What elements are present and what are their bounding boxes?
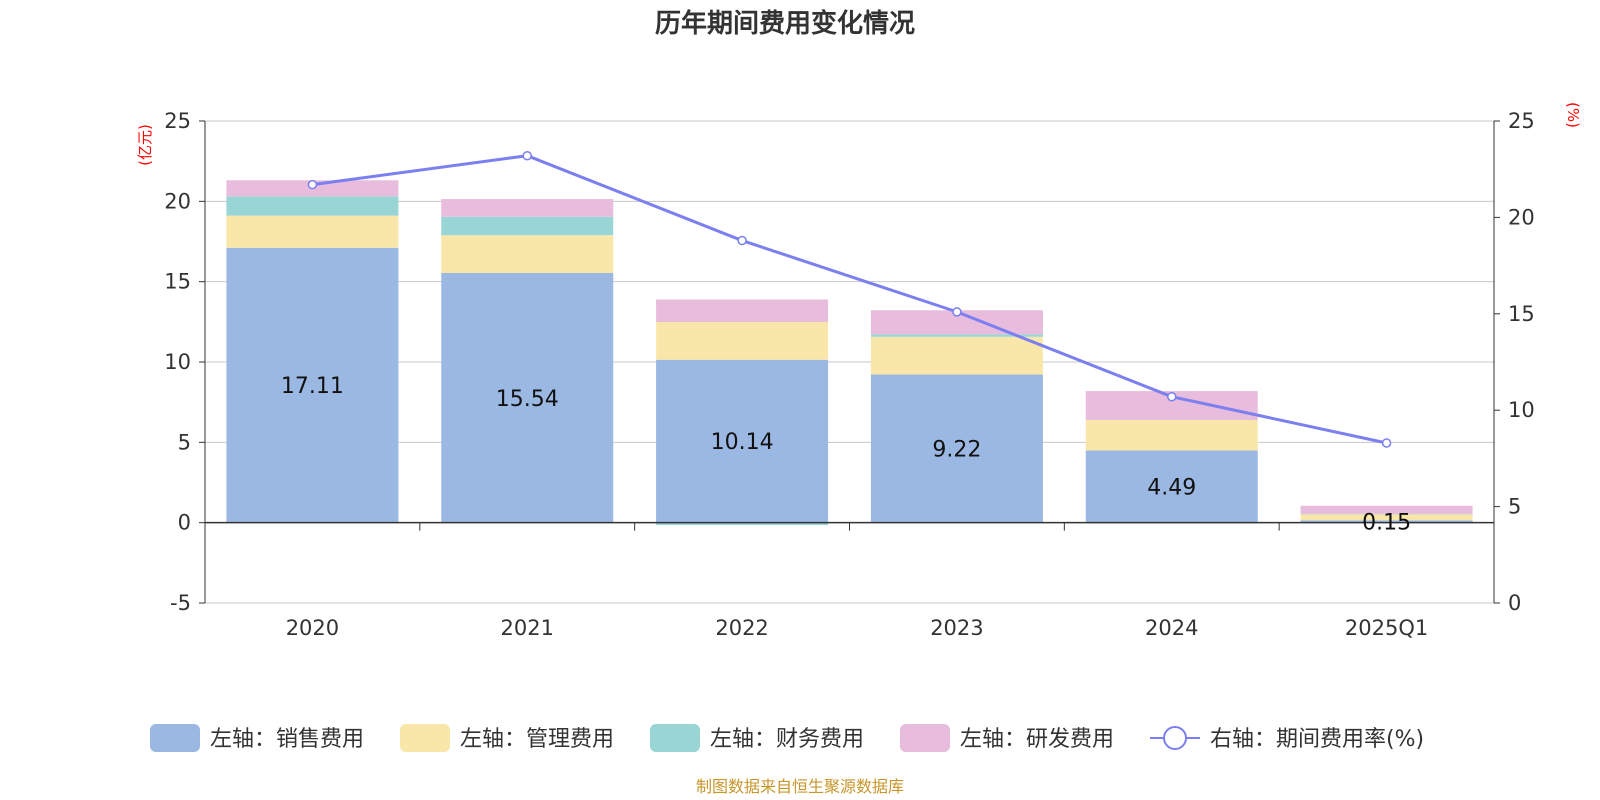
bar-segment (1300, 520, 1473, 523)
bar-segment (1085, 450, 1258, 523)
chart-title: 历年期间费用变化情况 (655, 8, 915, 39)
category-label: 2021 (501, 616, 554, 640)
rate-point (1167, 391, 1177, 402)
category-label: 2023 (930, 616, 983, 640)
bar-segment (1300, 514, 1473, 521)
category-label: 2022 (715, 616, 768, 640)
bar-segment (656, 299, 829, 322)
rate-point (1381, 438, 1392, 448)
bar-segment (656, 522, 829, 526)
bar-data-label: 10.14 (711, 430, 774, 455)
legend-swatch (900, 724, 950, 752)
bar-data-label: 9.22 (932, 438, 981, 463)
legend-label: 左轴：销售费用 (210, 727, 364, 752)
bar-segment (226, 247, 399, 523)
left-tick-label: 25 (164, 109, 191, 133)
bar-group (226, 180, 1473, 526)
bar-segment (226, 215, 399, 248)
legend-label: 左轴：财务费用 (710, 727, 864, 752)
category-label: 2020 (286, 616, 339, 640)
legend-label: 右轴：期间费用率(%) (1210, 727, 1424, 752)
rate-point (737, 235, 747, 246)
axes: 25 20 15 10 5 0 -5 25 20 15 10 5 0 2020 2021 2022 2023 20… (164, 109, 1534, 640)
bar-segment (441, 272, 614, 523)
right-tick-label: 10 (1508, 398, 1535, 422)
left-tick-label: 20 (164, 189, 191, 213)
bar-data-label: 17.11 (281, 374, 344, 399)
source-note: 制图数据来自恒生聚源数据库 (696, 777, 904, 796)
right-tick-label: 15 (1508, 302, 1535, 326)
left-tick-label: 5 (178, 430, 191, 454)
bar-segment (1085, 420, 1258, 451)
legend-circle-marker (1163, 726, 1187, 750)
bar-segment (441, 235, 614, 273)
bar-segment (441, 199, 614, 217)
right-tick-label: 0 (1508, 591, 1521, 615)
left-axis-unit: (亿元) (136, 124, 154, 166)
right-tick-label: 25 (1508, 109, 1535, 133)
category-label: 2024 (1145, 616, 1198, 640)
right-tick-label: 20 (1508, 205, 1535, 229)
bar-segment (1300, 513, 1473, 515)
bar-segment (226, 196, 399, 216)
bar-segment (870, 334, 1043, 337)
legend-swatch (150, 724, 200, 752)
legend-swatch (400, 724, 450, 752)
bar-data-label: 4.49 (1147, 476, 1196, 501)
bar-segment (441, 216, 614, 236)
rate-line-group (307, 150, 1392, 448)
rate-point (307, 179, 318, 190)
left-tick-label: -5 (170, 591, 191, 615)
bar-segment (656, 359, 829, 523)
data-label-group: 17.11 15.54 10.14 9.22 4.49 0.15 (281, 374, 1411, 535)
legend-label: 左轴：研发费用 (960, 727, 1114, 752)
right-axis-unit: (%) (1564, 102, 1582, 128)
bar-segment (870, 336, 1043, 375)
bar-segment (1300, 505, 1473, 514)
left-tick-label: 15 (164, 270, 191, 294)
left-tick-label: 0 (178, 511, 191, 535)
rate-point (952, 307, 962, 317)
category-label: 2025Q1 (1345, 616, 1428, 640)
bar-data-label: 15.54 (496, 387, 559, 412)
legend-swatch (650, 724, 700, 752)
rate-line (312, 154, 1387, 445)
bar-segment (656, 321, 829, 360)
legend-label: 左轴：管理费用 (460, 727, 614, 752)
legend: 左轴：销售费用 左轴：管理费用 左轴：财务费用 左轴：研发费用 右轴：期间费用率(%) (150, 724, 1424, 752)
right-tick-label: 5 (1508, 495, 1521, 519)
rate-point (522, 150, 532, 161)
left-tick-label: 10 (164, 350, 191, 374)
bar-data-label: 0.15 (1362, 510, 1411, 535)
bar-segment (870, 374, 1043, 523)
